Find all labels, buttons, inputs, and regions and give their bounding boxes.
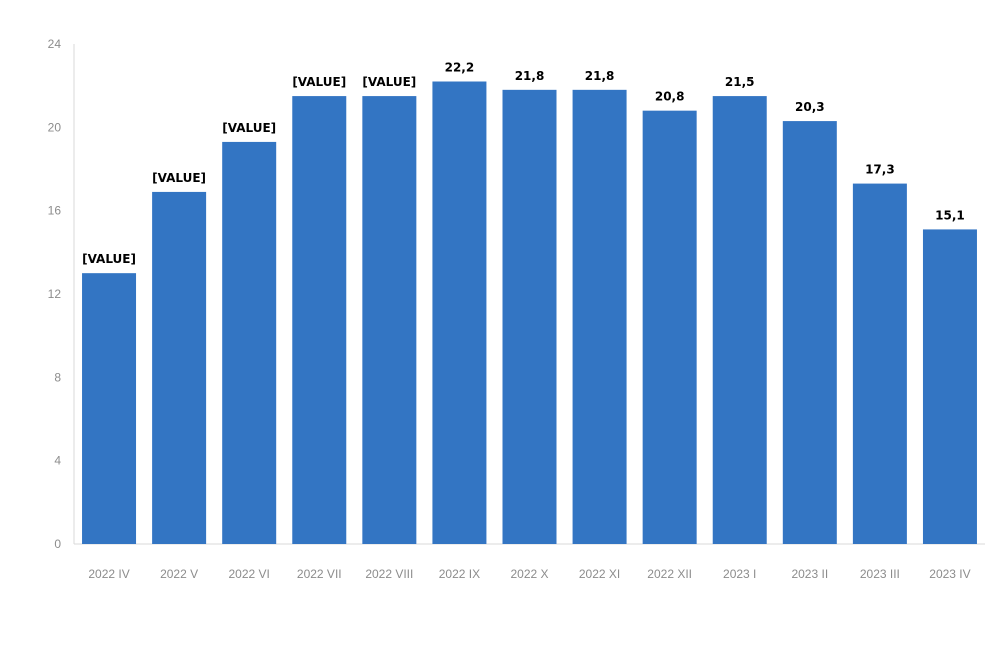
x-tick-label: 2022 VIII: [365, 567, 413, 581]
bar-value-label: [VALUE]: [152, 171, 206, 185]
y-tick-label: 16: [48, 204, 62, 218]
bar: [292, 96, 347, 544]
bar-value-label: 15,1: [935, 208, 965, 222]
bar: [922, 229, 977, 544]
x-tick-label: 2023 I: [723, 567, 756, 581]
bar-value-label: 21,8: [515, 69, 545, 83]
bar: [432, 81, 487, 544]
bar-value-label: [VALUE]: [292, 75, 346, 89]
x-tick-label: 2023 II: [791, 567, 828, 581]
x-tick-label: 2022 VI: [229, 567, 270, 581]
x-tick-label: 2022 X: [510, 567, 548, 581]
bar: [222, 141, 277, 544]
x-tick-label: 2023 IV: [929, 567, 970, 581]
bar: [782, 121, 837, 544]
x-tick-label: 2022 V: [160, 567, 198, 581]
x-tick-label: 2022 IX: [439, 567, 480, 581]
y-tick-label: 8: [54, 370, 61, 384]
y-axis: 0 4 8 12 16 20 24: [48, 37, 75, 551]
x-tick-label: 2022 XI: [579, 567, 620, 581]
y-tick-label: 24: [48, 37, 62, 51]
bar-value-label: 21,5: [725, 75, 755, 89]
bar: [852, 183, 907, 545]
x-tick-label: 2022 XII: [647, 567, 692, 581]
bar-value-label: 20,3: [795, 100, 825, 114]
x-tick-label: 2023 III: [860, 567, 900, 581]
bar-value-label: 21,8: [585, 69, 615, 83]
y-tick-label: 12: [48, 287, 62, 301]
bar: [82, 273, 137, 544]
data-labels: [VALUE] [VALUE] [VALUE] [VALUE] [VALUE] 22,2 2…: [82, 61, 965, 267]
bar-value-label: [VALUE]: [222, 121, 276, 135]
x-axis: 2022 IV 2022 V 2022 VI 2022 VII 2022 VIII 202…: [74, 543, 985, 581]
bar: [502, 89, 557, 544]
y-tick-label: 4: [54, 454, 61, 468]
x-tick-label: 2022 VII: [297, 567, 342, 581]
bar-value-label: 17,3: [865, 163, 895, 177]
bar-value-label: [VALUE]: [362, 75, 416, 89]
bar-value-label: 20,8: [655, 90, 685, 104]
x-tick-label: 2022 IV: [88, 567, 129, 581]
bar: [362, 96, 417, 544]
bar-value-label: [VALUE]: [82, 252, 136, 266]
bars: [82, 81, 977, 545]
bar: [152, 191, 207, 544]
bar-value-label: 22,2: [445, 61, 475, 75]
y-tick-label: 20: [48, 120, 62, 134]
bar: [572, 89, 627, 544]
y-tick-label: 0: [54, 537, 61, 551]
bar: [712, 96, 767, 544]
bar: [642, 110, 697, 545]
